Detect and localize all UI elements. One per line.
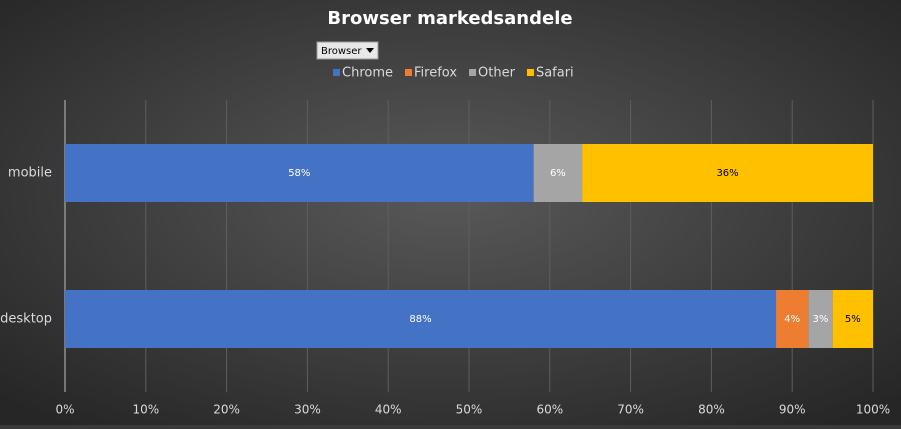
x-tick-label: 80% bbox=[698, 403, 725, 417]
y-tick-label: mobile bbox=[8, 166, 52, 181]
bar-segment bbox=[533, 144, 583, 202]
filter-button[interactable]: Browser bbox=[316, 41, 379, 60]
bar-segment bbox=[808, 290, 833, 348]
chart-title: Browser markedsandele bbox=[327, 8, 572, 29]
bar-segment bbox=[65, 290, 777, 348]
x-tick-label: 40% bbox=[375, 403, 402, 417]
x-tick-label: 50% bbox=[456, 403, 483, 417]
legend-label: Firefox bbox=[414, 66, 457, 81]
y-tick-label: desktop bbox=[0, 312, 52, 327]
legend-swatch bbox=[469, 69, 477, 76]
x-tick-label: 20% bbox=[213, 403, 240, 417]
legend-label: Safari bbox=[536, 66, 574, 81]
x-tick-label: 90% bbox=[779, 403, 806, 417]
x-tick-label: 30% bbox=[294, 403, 321, 417]
x-tick-label: 60% bbox=[536, 403, 563, 417]
bar-segment bbox=[582, 144, 873, 202]
x-tick-label: 0% bbox=[55, 403, 74, 417]
filter-button-label[interactable]: Browser bbox=[321, 46, 362, 57]
dropdown-arrow[interactable] bbox=[366, 48, 374, 53]
bar-segment bbox=[776, 290, 809, 348]
bar-segment bbox=[832, 290, 873, 348]
data-label: 4% bbox=[784, 314, 800, 325]
legend-label: Chrome bbox=[342, 66, 393, 81]
legend-label: Other bbox=[478, 66, 516, 81]
data-label: 3% bbox=[813, 314, 829, 325]
data-label: 58% bbox=[288, 168, 310, 179]
bar-segment bbox=[65, 144, 534, 202]
legend-swatch bbox=[526, 69, 534, 76]
data-label: 36% bbox=[716, 168, 738, 179]
x-tick-label: 100% bbox=[856, 403, 890, 417]
data-label: 88% bbox=[409, 314, 431, 325]
filter-button-box[interactable] bbox=[316, 41, 379, 60]
data-label: 6% bbox=[550, 168, 566, 179]
legend-swatch bbox=[333, 69, 340, 76]
x-tick-label: 10% bbox=[132, 403, 159, 417]
legend-swatch bbox=[405, 69, 412, 76]
data-label: 5% bbox=[845, 314, 861, 325]
x-tick-label: 70% bbox=[617, 403, 644, 417]
